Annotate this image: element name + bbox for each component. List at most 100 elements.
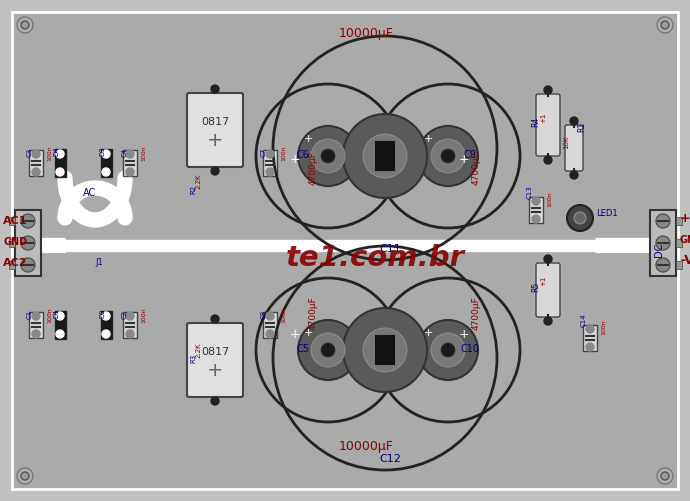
- Bar: [9, 217, 15, 225]
- Circle shape: [363, 328, 407, 372]
- Bar: [9, 261, 15, 269]
- Text: D2: D2: [99, 309, 105, 318]
- Circle shape: [544, 255, 552, 263]
- Text: 100n: 100n: [281, 145, 286, 161]
- Circle shape: [21, 472, 29, 480]
- Bar: [55, 149, 66, 177]
- Circle shape: [17, 17, 33, 33]
- Text: 0817: 0817: [201, 347, 229, 357]
- Circle shape: [544, 86, 552, 94]
- Circle shape: [570, 117, 578, 125]
- Text: +1: +1: [540, 113, 546, 123]
- Text: C2: C2: [122, 310, 128, 319]
- Circle shape: [544, 317, 552, 325]
- Circle shape: [56, 150, 64, 158]
- Circle shape: [442, 343, 455, 357]
- Circle shape: [656, 214, 670, 228]
- Text: C7: C7: [261, 148, 267, 157]
- Circle shape: [56, 168, 64, 176]
- Text: +: +: [459, 153, 469, 166]
- Circle shape: [21, 214, 35, 228]
- Circle shape: [102, 312, 110, 320]
- Circle shape: [21, 258, 35, 272]
- Text: 10000µF: 10000µF: [339, 440, 393, 453]
- Circle shape: [56, 330, 64, 338]
- Text: R1: R1: [578, 122, 586, 132]
- Circle shape: [32, 150, 40, 158]
- Bar: [29, 150, 43, 176]
- Circle shape: [298, 320, 358, 380]
- Text: 4700µF: 4700µF: [471, 151, 480, 185]
- Text: +: +: [424, 329, 433, 339]
- Bar: [650, 210, 676, 276]
- Circle shape: [126, 150, 134, 158]
- Circle shape: [656, 236, 670, 250]
- Text: C12: C12: [379, 454, 401, 464]
- Text: R2: R2: [190, 185, 196, 194]
- Circle shape: [266, 312, 274, 320]
- Text: 0817: 0817: [201, 117, 229, 127]
- Circle shape: [442, 149, 455, 163]
- Text: 10000µF: 10000µF: [339, 27, 393, 40]
- Text: +: +: [290, 328, 300, 341]
- Circle shape: [311, 139, 345, 173]
- Text: C1: C1: [27, 310, 33, 319]
- Text: R5: R5: [531, 282, 540, 292]
- Text: 2.2K: 2.2K: [196, 343, 202, 358]
- Bar: [123, 312, 137, 338]
- Text: C6: C6: [297, 150, 309, 160]
- Circle shape: [102, 168, 110, 176]
- Text: 100n: 100n: [141, 145, 146, 161]
- Text: +: +: [207, 130, 224, 149]
- Bar: [263, 312, 277, 338]
- Text: +: +: [207, 361, 224, 379]
- Text: GND: GND: [3, 237, 27, 247]
- Circle shape: [343, 114, 427, 198]
- Text: C11: C11: [379, 244, 401, 254]
- Circle shape: [32, 168, 40, 176]
- Text: 2.2K: 2.2K: [196, 173, 202, 189]
- Text: C10: C10: [460, 344, 480, 354]
- Circle shape: [266, 150, 274, 158]
- Text: C9: C9: [464, 150, 476, 160]
- Circle shape: [657, 468, 673, 484]
- Circle shape: [363, 134, 407, 178]
- Circle shape: [126, 312, 134, 320]
- Circle shape: [418, 126, 478, 186]
- Text: AC1: AC1: [3, 216, 28, 226]
- Text: +: +: [290, 153, 300, 166]
- Text: 10K: 10K: [563, 135, 569, 149]
- Circle shape: [661, 472, 669, 480]
- Bar: [101, 311, 112, 339]
- Circle shape: [211, 315, 219, 323]
- Text: +: +: [424, 134, 433, 144]
- Bar: [676, 261, 682, 269]
- Circle shape: [21, 21, 29, 29]
- Text: +1: +1: [540, 276, 546, 286]
- Bar: [15, 210, 41, 276]
- Text: GND: GND: [680, 235, 690, 245]
- Bar: [529, 197, 543, 223]
- Circle shape: [661, 21, 669, 29]
- Circle shape: [544, 156, 552, 164]
- Circle shape: [343, 308, 427, 392]
- Circle shape: [322, 149, 335, 163]
- Text: DC: DC: [654, 242, 664, 257]
- Text: C13: C13: [527, 185, 533, 199]
- Text: +: +: [304, 329, 313, 339]
- FancyBboxPatch shape: [536, 263, 560, 317]
- Text: 4700µF: 4700µF: [308, 296, 317, 330]
- Bar: [29, 312, 43, 338]
- FancyBboxPatch shape: [565, 125, 583, 171]
- Circle shape: [657, 17, 673, 33]
- Text: D1: D1: [53, 308, 59, 318]
- Text: 100n: 100n: [47, 308, 52, 323]
- Text: 100n: 100n: [601, 319, 606, 335]
- Bar: [55, 311, 66, 339]
- Bar: [376, 142, 394, 170]
- Circle shape: [56, 312, 64, 320]
- Bar: [123, 150, 137, 176]
- Text: te1.com.br: te1.com.br: [286, 244, 464, 272]
- Text: -V: -V: [680, 254, 690, 267]
- FancyBboxPatch shape: [536, 94, 560, 156]
